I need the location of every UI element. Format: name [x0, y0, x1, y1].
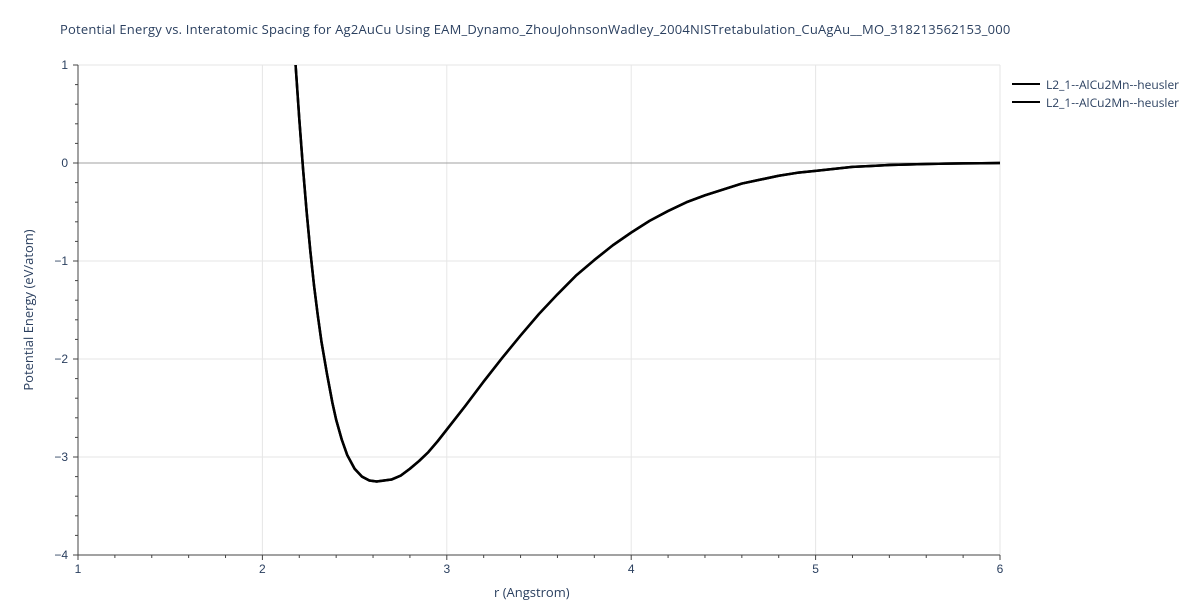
y-tick-label: −4 [54, 548, 68, 562]
legend-item[interactable]: L2_1--AlCu2Mn--heusler [1012, 75, 1179, 93]
y-tick-label: −2 [54, 352, 68, 366]
legend-label: L2_1--AlCu2Mn--heusler [1046, 94, 1179, 111]
y-tick-label: 0 [61, 156, 68, 170]
legend-item[interactable]: L2_1--AlCu2Mn--heusler [1012, 93, 1179, 111]
legend-swatch-icon [1012, 83, 1040, 86]
legend-label: L2_1--AlCu2Mn--heusler [1046, 76, 1179, 93]
y-tick-label: −1 [54, 254, 68, 268]
y-tick-label: 1 [61, 58, 68, 72]
legend-swatch-icon [1012, 101, 1040, 104]
x-tick-label: 1 [75, 562, 82, 576]
x-tick-label: 4 [628, 562, 635, 576]
x-axis-label: r (Angstrom) [494, 583, 570, 601]
x-tick-label: 3 [443, 562, 450, 576]
x-tick-label: 6 [997, 562, 1004, 576]
x-tick-label: 5 [812, 562, 819, 576]
y-axis-label: Potential Energy (eV/atom) [19, 229, 37, 390]
y-tick-label: −3 [54, 450, 68, 464]
x-tick-label: 2 [259, 562, 266, 576]
chart-legend: L2_1--AlCu2Mn--heuslerL2_1--AlCu2Mn--heu… [1012, 75, 1179, 111]
